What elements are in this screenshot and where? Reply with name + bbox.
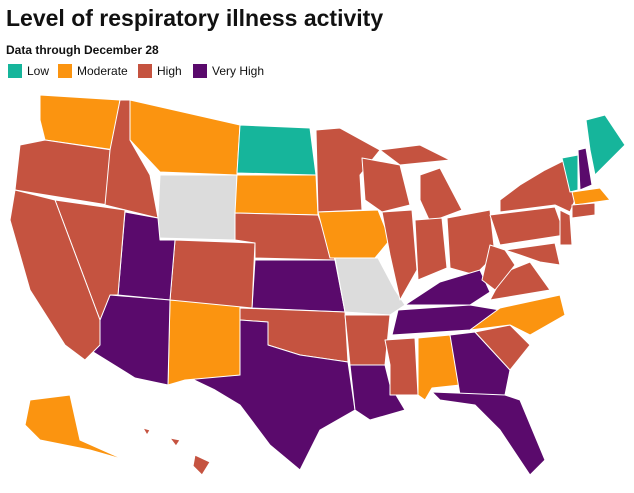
state [234, 174, 319, 216]
state [585, 114, 626, 176]
state [156, 174, 238, 241]
state [317, 209, 391, 259]
state [577, 147, 593, 191]
state [449, 331, 511, 396]
legend-swatch [58, 64, 72, 78]
state [24, 394, 126, 461]
state [504, 242, 561, 266]
state [481, 244, 516, 291]
legend-label: High [157, 64, 182, 78]
state [571, 187, 611, 206]
state [169, 239, 256, 309]
legend-label: Very High [212, 64, 264, 78]
state [169, 437, 181, 447]
subtitle: Data through December 28 [6, 43, 159, 57]
state [419, 167, 463, 223]
state [414, 217, 448, 281]
state [384, 337, 419, 396]
state [234, 212, 336, 261]
state [431, 391, 546, 476]
state [192, 454, 211, 476]
state [469, 294, 566, 336]
state [561, 154, 579, 193]
legend-swatch [138, 64, 152, 78]
state [381, 209, 418, 301]
state [142, 427, 151, 436]
state [349, 364, 406, 421]
legend-label: Moderate [77, 64, 128, 78]
state [499, 159, 576, 213]
state [9, 189, 101, 361]
state [129, 99, 241, 176]
state [236, 124, 317, 176]
state [344, 314, 391, 366]
state [167, 299, 241, 386]
us-map [9, 94, 626, 476]
legend-label: Low [27, 64, 49, 78]
state [361, 157, 411, 213]
state [251, 259, 346, 313]
legend-swatch [8, 64, 22, 78]
state [559, 209, 573, 246]
state [189, 319, 356, 471]
state [489, 206, 566, 246]
state [571, 202, 596, 219]
state [379, 144, 451, 166]
legend: Low Moderate High Very High [8, 64, 264, 78]
title: Level of respiratory illness activity [6, 5, 383, 31]
legend-swatch [193, 64, 207, 78]
state [474, 324, 531, 371]
